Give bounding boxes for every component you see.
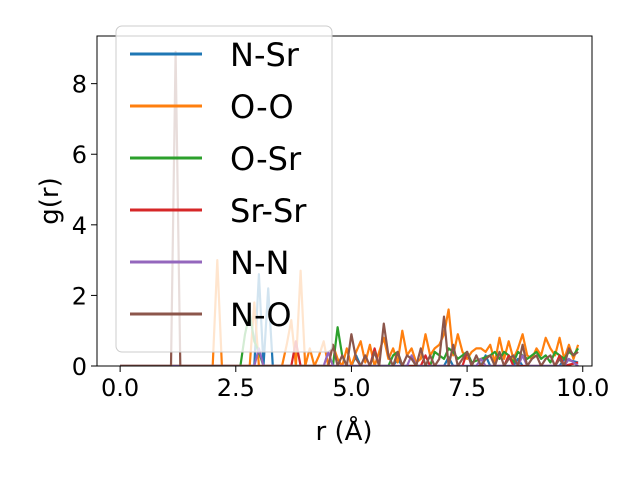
x-tick-label: 0.0	[101, 374, 139, 402]
x-axis-label: r (Å)	[315, 415, 372, 447]
x-tick-label: 5.0	[332, 374, 370, 402]
x-tick-label: 10.0	[556, 374, 609, 402]
y-tick-label: 8	[72, 71, 87, 99]
legend-box	[115, 25, 333, 353]
y-axis-ticks: 0 2 4 6 8	[72, 71, 97, 381]
plot-frame	[96, 35, 593, 367]
legend-label-o-sr: O-Sr	[230, 140, 302, 178]
y-tick-label: 4	[72, 212, 87, 240]
x-axis-ticks: 0.0 2.5 5.0 7.5 10.0	[101, 366, 609, 402]
legend: N-Sr O-O O-Sr Sr-Sr N-N N-O	[115, 25, 333, 353]
legend-label-o-o: O-O	[230, 88, 294, 126]
y-axis-label: g(r)	[35, 177, 65, 224]
series-line-n-o	[120, 50, 579, 366]
legend-label-sr-sr: Sr-Sr	[230, 192, 307, 230]
y-tick-label: 2	[72, 282, 87, 310]
y-tick-label: 0	[72, 353, 87, 381]
legend-label-n-sr: N-Sr	[230, 36, 300, 74]
legend-label-n-o: N-O	[230, 296, 292, 334]
y-tick-label: 6	[72, 141, 87, 169]
legend-label-n-n: N-N	[230, 244, 289, 282]
x-tick-label: 2.5	[217, 374, 255, 402]
x-tick-label: 7.5	[448, 374, 486, 402]
series-line-o-sr	[120, 312, 580, 366]
